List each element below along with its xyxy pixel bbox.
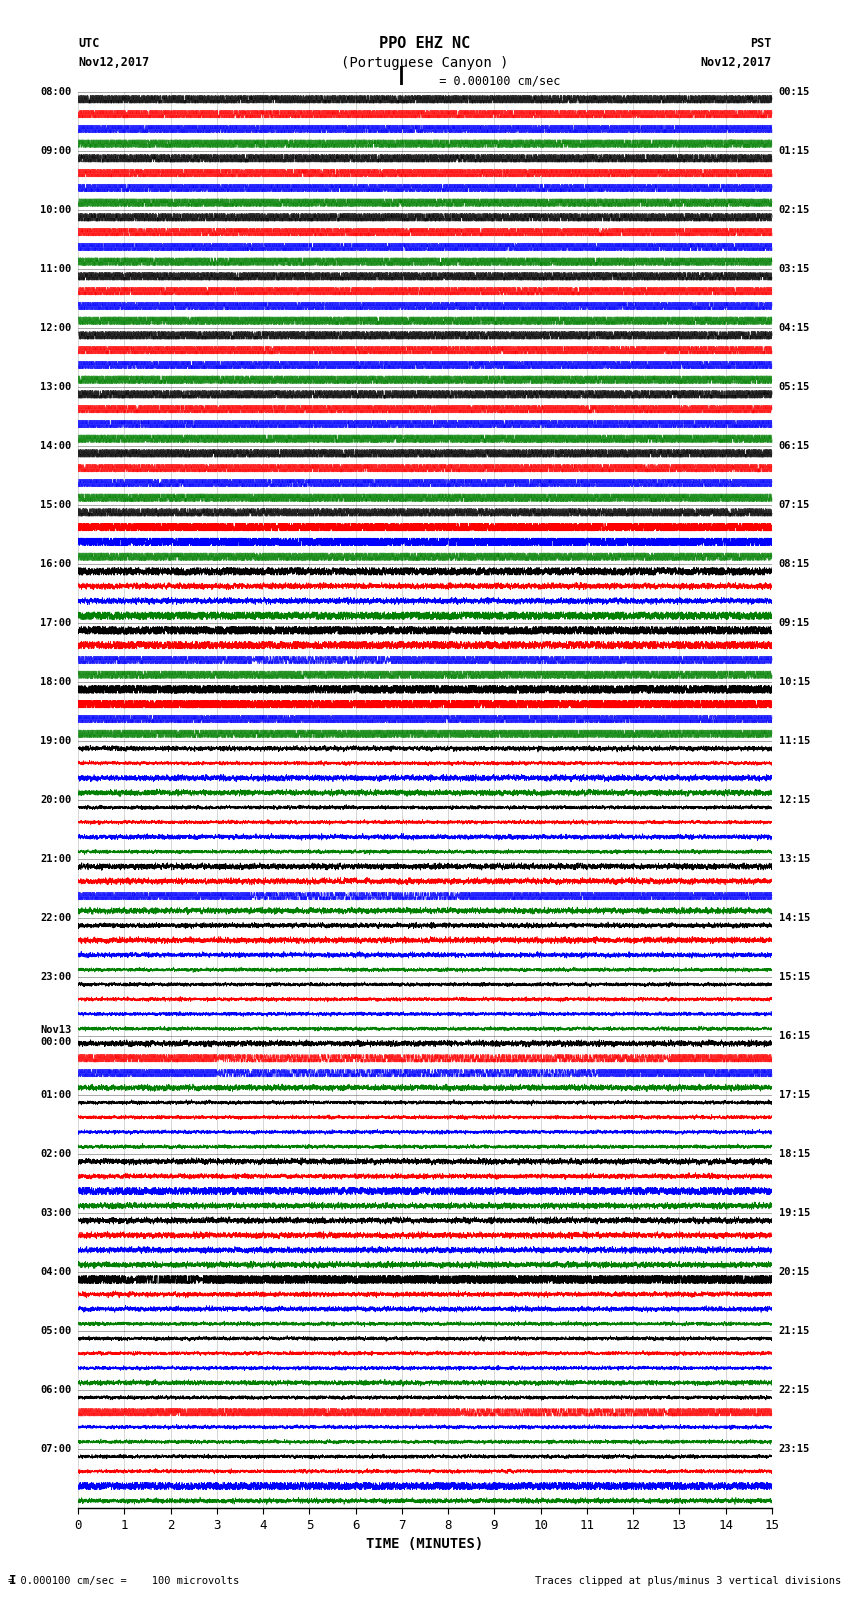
Text: 12:00: 12:00 xyxy=(40,323,71,332)
Text: 21:15: 21:15 xyxy=(779,1326,810,1336)
Text: I: I xyxy=(8,1574,16,1587)
Text: 01:15: 01:15 xyxy=(779,145,810,156)
Text: 11:00: 11:00 xyxy=(40,265,71,274)
Text: 20:15: 20:15 xyxy=(779,1268,810,1277)
Text: 21:00: 21:00 xyxy=(40,853,71,865)
Text: 00:15: 00:15 xyxy=(779,87,810,97)
Text: 13:00: 13:00 xyxy=(40,382,71,392)
Text: 18:15: 18:15 xyxy=(779,1148,810,1160)
Text: 05:15: 05:15 xyxy=(779,382,810,392)
Text: 02:00: 02:00 xyxy=(40,1148,71,1160)
Text: 19:15: 19:15 xyxy=(779,1208,810,1218)
Text: Nov13
00:00: Nov13 00:00 xyxy=(40,1026,71,1047)
Text: 15:15: 15:15 xyxy=(779,973,810,982)
Text: 10:00: 10:00 xyxy=(40,205,71,215)
Text: 04:00: 04:00 xyxy=(40,1268,71,1277)
Text: 07:00: 07:00 xyxy=(40,1444,71,1455)
Text: Nov12,2017: Nov12,2017 xyxy=(78,56,150,69)
Text: 13:15: 13:15 xyxy=(779,853,810,865)
Text: 18:00: 18:00 xyxy=(40,677,71,687)
Text: = 0.000100 cm/sec: = 0.000100 cm/sec xyxy=(425,74,560,87)
Text: Nov12,2017: Nov12,2017 xyxy=(700,56,772,69)
Text: 23:00: 23:00 xyxy=(40,973,71,982)
Text: 17:00: 17:00 xyxy=(40,618,71,627)
Text: 06:00: 06:00 xyxy=(40,1386,71,1395)
Text: UTC: UTC xyxy=(78,37,99,50)
Text: 14:15: 14:15 xyxy=(779,913,810,923)
Text: PPO EHZ NC: PPO EHZ NC xyxy=(379,35,471,52)
Text: 22:15: 22:15 xyxy=(779,1386,810,1395)
X-axis label: TIME (MINUTES): TIME (MINUTES) xyxy=(366,1537,484,1552)
Text: 08:15: 08:15 xyxy=(779,560,810,569)
Text: Traces clipped at plus/minus 3 vertical divisions: Traces clipped at plus/minus 3 vertical … xyxy=(536,1576,842,1586)
Text: 07:15: 07:15 xyxy=(779,500,810,510)
Text: 14:00: 14:00 xyxy=(40,440,71,452)
Text: 09:00: 09:00 xyxy=(40,145,71,156)
Text: 04:15: 04:15 xyxy=(779,323,810,332)
Text: 06:15: 06:15 xyxy=(779,440,810,452)
Text: 02:15: 02:15 xyxy=(779,205,810,215)
Text: 16:00: 16:00 xyxy=(40,560,71,569)
Text: 05:00: 05:00 xyxy=(40,1326,71,1336)
Text: 22:00: 22:00 xyxy=(40,913,71,923)
Text: = 0.000100 cm/sec =    100 microvolts: = 0.000100 cm/sec = 100 microvolts xyxy=(8,1576,240,1586)
Text: PST: PST xyxy=(751,37,772,50)
Text: 08:00: 08:00 xyxy=(40,87,71,97)
Text: 16:15: 16:15 xyxy=(779,1031,810,1040)
Text: 20:00: 20:00 xyxy=(40,795,71,805)
Text: 01:00: 01:00 xyxy=(40,1090,71,1100)
Text: 09:15: 09:15 xyxy=(779,618,810,627)
Text: 23:15: 23:15 xyxy=(779,1444,810,1455)
Text: 19:00: 19:00 xyxy=(40,736,71,747)
Text: 11:15: 11:15 xyxy=(779,736,810,747)
Text: 03:15: 03:15 xyxy=(779,265,810,274)
Text: 10:15: 10:15 xyxy=(779,677,810,687)
Text: 15:00: 15:00 xyxy=(40,500,71,510)
Text: (Portuguese Canyon ): (Portuguese Canyon ) xyxy=(341,56,509,69)
Text: 12:15: 12:15 xyxy=(779,795,810,805)
Text: 17:15: 17:15 xyxy=(779,1090,810,1100)
Text: 03:00: 03:00 xyxy=(40,1208,71,1218)
